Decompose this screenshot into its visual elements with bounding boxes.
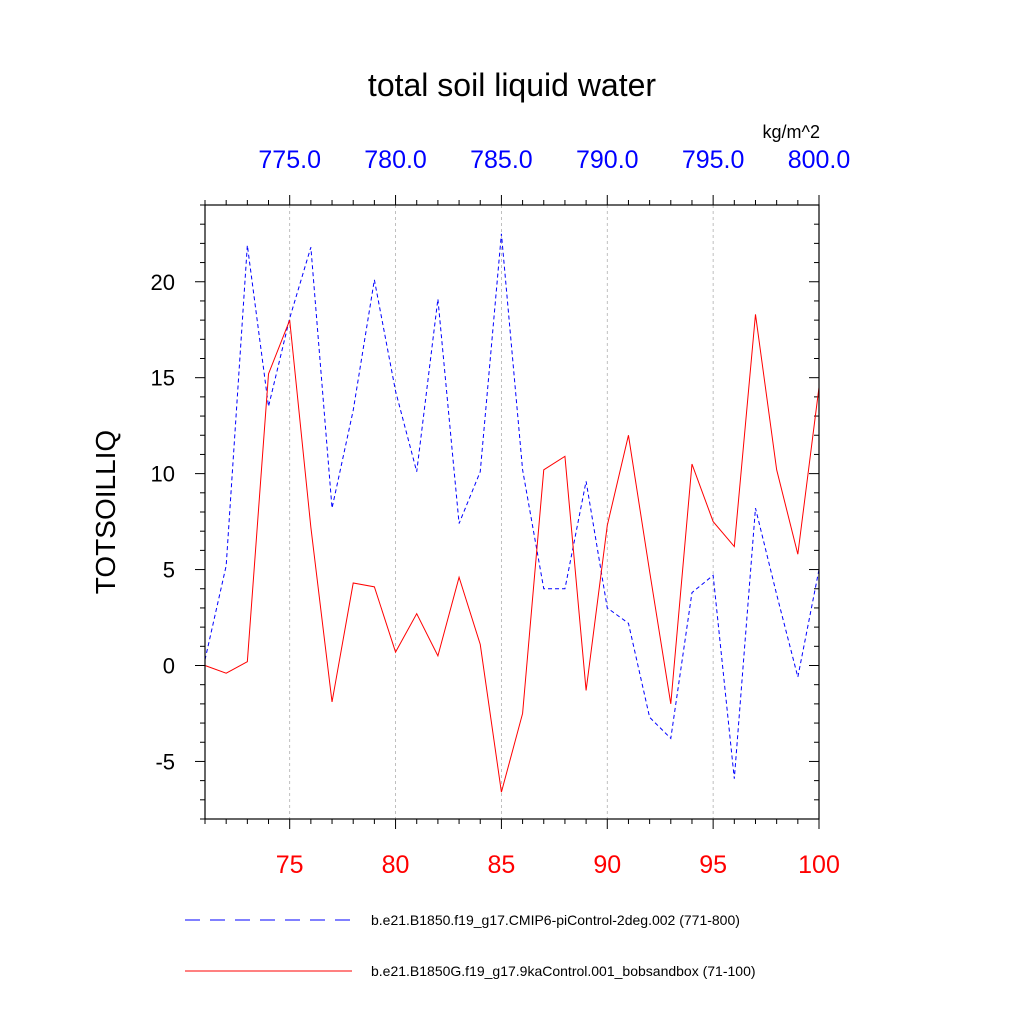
bottom-tick-label: 95 xyxy=(699,851,727,879)
tick-marks xyxy=(195,195,820,829)
y-axis-label: TOTSOILLIQ xyxy=(90,430,121,594)
bottom-tick-label: 90 xyxy=(593,851,621,879)
y-tick-label: 5 xyxy=(163,558,175,583)
x-tick-labels: 75 80 85 90 95 100 775.0 780.0 785.0 790.0 795.0 80… xyxy=(258,146,850,879)
y-tick-label: 15 xyxy=(151,366,175,391)
grid xyxy=(289,205,820,819)
units-label: kg/m^2 xyxy=(763,122,820,142)
top-tick-label: 790.0 xyxy=(576,146,639,174)
bottom-tick-label: 85 xyxy=(488,851,516,879)
y-tick-label: 20 xyxy=(151,270,175,295)
series-line-1 xyxy=(204,233,820,779)
top-tick-label: 775.0 xyxy=(258,146,321,174)
bottom-tick-label: 100 xyxy=(798,851,840,879)
top-tick-label: 780.0 xyxy=(364,146,427,174)
y-tick-label: 0 xyxy=(163,654,175,679)
plot-frame xyxy=(204,204,820,820)
bottom-tick-label: 80 xyxy=(382,851,410,879)
legend-label-1: b.e21.B1850.f19_g17.CMIP6-piControl-2deg… xyxy=(371,912,740,928)
series-line-2 xyxy=(204,314,820,793)
top-tick-label: 795.0 xyxy=(682,146,745,174)
top-tick-label: 800.0 xyxy=(788,146,851,174)
legend-label-2: b.e21.B1850G.f19_g17.9kaControl.001_bobs… xyxy=(371,963,756,979)
legend: b.e21.B1850.f19_g17.CMIP6-piControl-2deg… xyxy=(185,912,756,979)
y-tick-label: 10 xyxy=(151,462,175,487)
top-tick-label: 785.0 xyxy=(470,146,533,174)
chart-title: total soil liquid water xyxy=(368,67,656,103)
series-group xyxy=(204,233,820,793)
y-tick-label: -5 xyxy=(155,749,175,774)
y-tick-labels: -5 0 5 10 15 20 xyxy=(151,270,175,775)
bottom-tick-label: 75 xyxy=(276,851,304,879)
